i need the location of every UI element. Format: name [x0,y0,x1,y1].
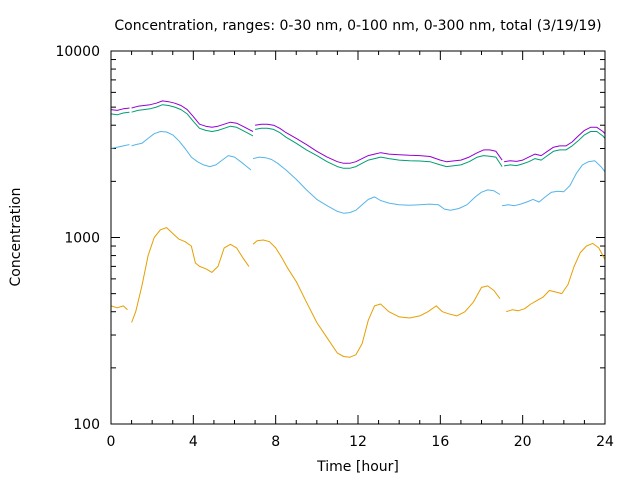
series-line [131,100,254,132]
series-line [110,305,128,311]
series-group [110,100,606,358]
series-line [252,156,501,214]
series-line [255,127,503,169]
series-line [110,107,130,111]
series-1 [110,131,606,214]
series-2 [110,104,606,169]
series-3 [110,100,606,164]
series-line [504,131,606,167]
y-tick-label: 1000 [64,231,100,247]
series-line [252,239,501,358]
series-0 [110,227,606,358]
series-line [131,104,254,137]
plot-frame [110,50,606,425]
x-tick-label: 20 [514,434,532,450]
series-line [255,123,503,164]
series-line [110,111,130,116]
x-tick-label: 0 [107,434,116,450]
x-tick-label: 4 [189,434,198,450]
x-tick-label: 8 [271,434,280,450]
y-axis-label: Concentration [8,187,24,286]
chart-title: Concentration, ranges: 0-30 nm, 0-100 nm… [114,18,601,34]
series-line [504,126,606,163]
series-line [506,242,606,313]
axis-ticks: 0 4 8 12 16 20 24 100 1000 10000 [55,44,614,450]
y-tick-label: 100 [73,417,100,433]
series-line [131,227,250,323]
x-tick-label: 16 [431,434,449,450]
series-line [502,160,606,207]
x-tick-label: 24 [596,434,614,450]
series-line [131,131,252,171]
series-line [110,144,130,149]
y-tick-label: 10000 [55,44,100,60]
x-axis-label: Time [hour] [316,459,399,475]
x-tick-label: 12 [349,434,367,450]
